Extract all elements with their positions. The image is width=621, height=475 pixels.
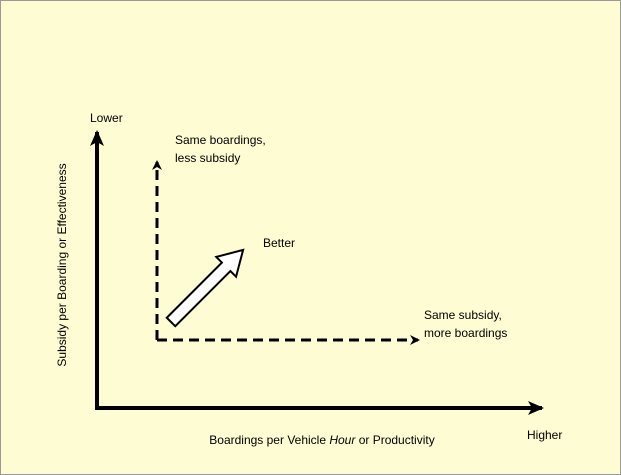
better-arrow <box>165 248 245 328</box>
horizontal-arrow-label: more boardings <box>424 326 507 340</box>
horizontal-arrow-label: Same subsidy, <box>424 308 502 322</box>
x-axis-title: Boardings per Vehicle Hour or Productivi… <box>209 433 434 447</box>
vertical-arrow-label: Same boardings, <box>175 133 266 147</box>
y-axis-title: Subsidy per Boarding or Effectiveness <box>55 163 69 366</box>
vertical-arrow-label: less subsidy <box>175 151 240 165</box>
x-axis-title-part: Boardings per Vehicle <box>209 433 329 447</box>
x-axis-title-part: or Productivity <box>355 433 434 447</box>
x-axis-end-label: Higher <box>527 428 562 442</box>
better-label: Better <box>263 236 295 250</box>
y-axis-end-label: Lower <box>90 111 123 125</box>
x-axis-title-italic: Hour <box>329 433 356 447</box>
